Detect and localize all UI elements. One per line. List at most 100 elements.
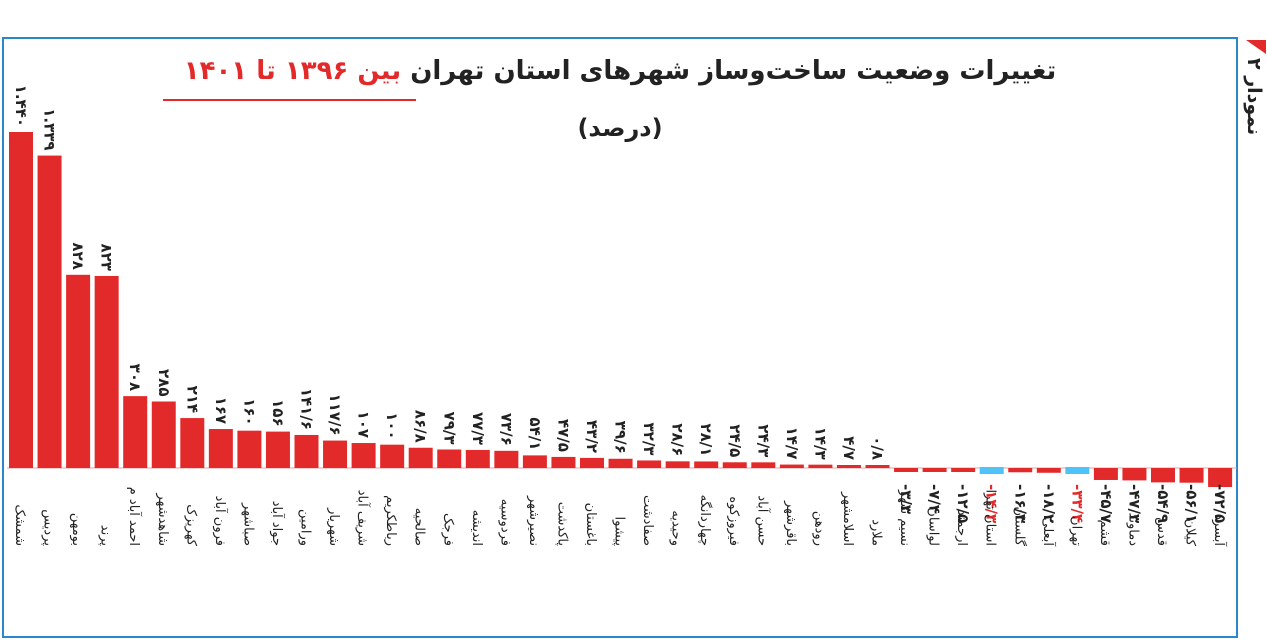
category-label: حسن آباد bbox=[754, 495, 771, 546]
bar-value-label: ۳۰۸ bbox=[126, 364, 144, 391]
bar-value-label: -۵۶/۱ bbox=[1183, 484, 1201, 523]
bar-value-label: ۱۰۰ bbox=[383, 412, 401, 439]
category-label: باغستان bbox=[583, 503, 598, 546]
category-label: آبعلی bbox=[1040, 517, 1057, 547]
bar bbox=[865, 465, 890, 468]
bar bbox=[1036, 468, 1061, 473]
bar bbox=[637, 460, 662, 468]
category-label: فرجک bbox=[440, 513, 455, 546]
category-label: اندیشه bbox=[469, 510, 484, 546]
bar-value-label: ۲۸/۶ bbox=[669, 423, 687, 456]
category-label: نسیم شهر bbox=[897, 489, 912, 546]
bar bbox=[751, 462, 776, 468]
bar bbox=[951, 468, 976, 472]
category-label: صالحیه bbox=[412, 508, 427, 546]
chart-frame bbox=[2, 37, 1238, 638]
category-label: وحیدیه bbox=[669, 510, 684, 546]
category-label: آبسرد bbox=[1211, 514, 1228, 547]
category-label: رباطکریم bbox=[383, 495, 398, 546]
bar bbox=[551, 456, 576, 468]
bar bbox=[608, 458, 633, 468]
category-label: اسلامشهر bbox=[840, 491, 855, 546]
bar-value-label: -۷۲/۵ bbox=[1211, 484, 1229, 523]
bar-value-label: ۱.۳۳۹ bbox=[41, 108, 59, 150]
bar-value-label: ۴/۷ bbox=[840, 436, 858, 460]
bar bbox=[1008, 468, 1033, 473]
bar bbox=[294, 434, 319, 468]
category-label: کهریزک bbox=[183, 504, 198, 547]
category-label: بومهن bbox=[69, 513, 84, 546]
category-label: شمشک bbox=[12, 504, 27, 546]
category-label: استان تهرا bbox=[983, 490, 998, 546]
bar-value-label: ۱۶۷ bbox=[212, 397, 230, 424]
chart-title-period: بین ۱۳۹۶ تا ۱۴۰۱ bbox=[183, 56, 402, 86]
bar-value-label: ۴۷/۵ bbox=[554, 419, 572, 452]
bar-value-label: -۱۶/۳ bbox=[1011, 484, 1029, 523]
bar-value-label: -۴۵/۷ bbox=[1097, 484, 1115, 523]
bar bbox=[894, 468, 919, 472]
bar bbox=[180, 418, 205, 468]
bar-value-label: ۴۳/۲ bbox=[583, 420, 601, 453]
bar bbox=[779, 464, 804, 468]
bar bbox=[465, 449, 490, 468]
bar-value-label: ۱۴/۷ bbox=[783, 427, 801, 460]
category-label: فیروزکوه bbox=[726, 496, 741, 546]
bar bbox=[1093, 468, 1118, 480]
bar bbox=[123, 396, 148, 468]
bar-value-label: ۷۷/۳ bbox=[469, 412, 487, 445]
category-label: احمد آباد م bbox=[126, 487, 143, 546]
category-label: ارجمند bbox=[954, 510, 969, 546]
bar-value-label: ۲۴/۵ bbox=[726, 424, 744, 457]
bar-value-label: ۷۳/۶ bbox=[497, 413, 515, 446]
bar bbox=[836, 465, 861, 468]
bar-value-label: ۸۲۳ bbox=[98, 243, 116, 270]
category-label: پرند bbox=[98, 525, 113, 547]
bar-value-label: ۳۲/۳ bbox=[640, 423, 658, 456]
bar bbox=[1065, 467, 1090, 474]
category-label: تهران bbox=[1068, 516, 1083, 546]
category-label: چهاردانگه bbox=[697, 495, 713, 546]
bar bbox=[808, 464, 833, 468]
title-underline bbox=[163, 99, 416, 101]
category-label: دماوند bbox=[1125, 513, 1140, 547]
bar-value-label: ۱.۴۴۰ bbox=[12, 85, 30, 127]
bar bbox=[437, 449, 462, 468]
bar bbox=[237, 430, 262, 468]
bar-value-label: ۱۵۶ bbox=[269, 399, 287, 426]
bar-value-label: ۷۹/۳ bbox=[440, 412, 458, 445]
bar-value-label: ۱۱۷/۶ bbox=[326, 393, 344, 435]
side-marker bbox=[1246, 40, 1266, 54]
bar-value-label: -۱۸/۲ bbox=[1040, 484, 1058, 523]
category-label: ملارد bbox=[869, 519, 884, 546]
category-label: رودهن bbox=[811, 511, 826, 546]
bar-value-label: ۱۶۰ bbox=[240, 398, 258, 425]
bar bbox=[380, 444, 405, 468]
bar bbox=[1179, 468, 1204, 483]
category-label: کیلان bbox=[1183, 519, 1198, 547]
bar-value-label: -۴۷/۳ bbox=[1125, 484, 1143, 523]
bar-value-label: -۵۴/۹ bbox=[1154, 484, 1172, 523]
bar-value-label: ۲۴/۳ bbox=[754, 424, 772, 457]
category-label: شهریار bbox=[326, 507, 341, 546]
bar bbox=[323, 440, 348, 468]
bar bbox=[37, 155, 62, 469]
category-label: نصیرشهر bbox=[526, 495, 541, 546]
bar bbox=[1122, 468, 1147, 481]
bar-value-label: -۱۲/۵ bbox=[954, 484, 972, 523]
chart-title: تغییرات وضعیت ساخت‌وساز شهرهای استان تهر… bbox=[150, 56, 1090, 86]
category-label: لواسان bbox=[926, 507, 941, 546]
bar-value-label: -۱۴/۳ bbox=[983, 484, 1001, 523]
bar-value-label: -۳/۳ bbox=[897, 484, 915, 514]
bar bbox=[694, 461, 719, 468]
category-label: گلستان bbox=[1011, 506, 1027, 546]
bar bbox=[580, 457, 604, 468]
bar bbox=[265, 431, 290, 468]
category-label: فردوسیه bbox=[497, 499, 512, 546]
category-label: باقرشهر bbox=[783, 500, 798, 546]
bar bbox=[9, 132, 33, 468]
bar bbox=[66, 274, 91, 468]
category-label: پاکدشت bbox=[554, 502, 569, 547]
chart-title-main: تغییرات وضعیت ساخت‌وساز شهرهای استان تهر… bbox=[410, 56, 1057, 86]
bar-value-label: ۱۴/۳ bbox=[811, 427, 829, 460]
